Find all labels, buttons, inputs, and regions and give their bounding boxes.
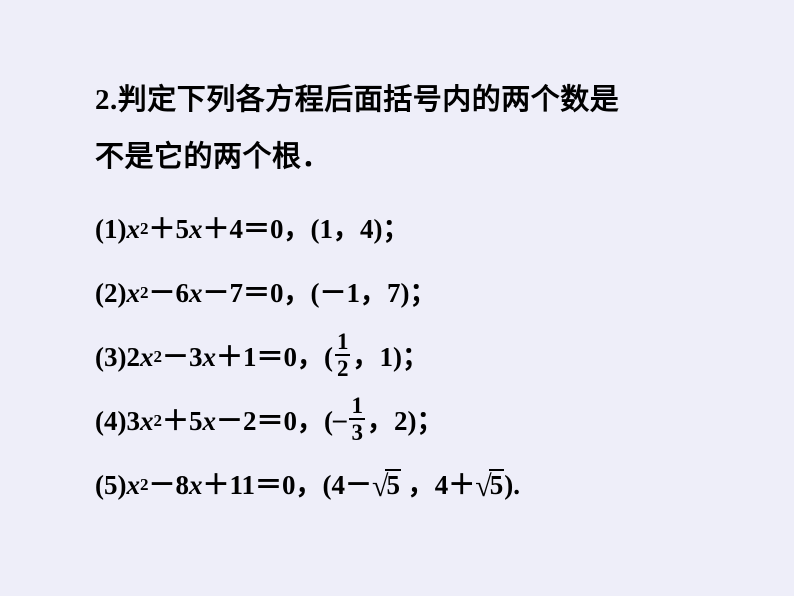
semicolon: ；	[402, 344, 429, 371]
roots-open: (1	[310, 216, 333, 243]
item-4: (4)3x2＋5x－2＝0，( –13，2)；	[95, 399, 715, 443]
op: －	[148, 280, 175, 307]
item-label: (1)	[95, 216, 126, 243]
coef: 2	[243, 408, 257, 435]
op: ＋	[216, 344, 243, 371]
comma: ，	[296, 472, 323, 499]
item-5: (5)x2－8x＋11＝0，(4－√5 ，4＋√5).	[95, 463, 715, 507]
problem-content: 2.判定下列各方程后面括号内的两个数是 不是它的两个根． (1)x2＋5x＋4＝…	[95, 72, 715, 507]
sqrt: √5	[372, 469, 401, 501]
item-label: (2)	[95, 280, 126, 307]
coef: 3	[126, 408, 140, 435]
var-x: x	[189, 216, 203, 243]
roots-close: 1)	[379, 344, 402, 371]
period: .	[513, 472, 520, 499]
fraction: 13	[349, 394, 365, 444]
op: ＋	[202, 472, 229, 499]
problem-number: 2.	[95, 84, 118, 116]
eq: ＝0	[256, 344, 297, 371]
frac-num: 1	[335, 330, 351, 354]
intro-line-1: 2.判定下列各方程后面括号内的两个数是	[95, 72, 715, 129]
eq: ＝0	[255, 472, 296, 499]
op: －	[162, 344, 189, 371]
roots-open: (4－	[323, 472, 373, 499]
coef: 1	[243, 344, 257, 371]
op: ＋	[148, 216, 175, 243]
coef: 7	[229, 280, 243, 307]
frac-den: 3	[349, 418, 365, 444]
item-label: (4)	[95, 408, 126, 435]
var-x: x	[202, 344, 216, 371]
roots-close: 2)	[394, 408, 417, 435]
roots-open: (	[324, 344, 333, 371]
roots-mid: 4＋	[435, 472, 476, 499]
op: －	[216, 408, 243, 435]
items-list: (1)x2＋5x＋4＝0，(1，4)； (2)x2－6x－7＝0，(－1，7)；…	[95, 207, 715, 507]
intro-line-2: 不是它的两个根．	[95, 129, 715, 186]
frac-num: 1	[349, 394, 365, 418]
item-2: (2)x2－6x－7＝0，(－1，7)；	[95, 271, 715, 315]
var-x: x	[126, 280, 140, 307]
comma: ，	[283, 280, 310, 307]
sqrt: √5	[475, 469, 504, 501]
var-x: x	[126, 216, 140, 243]
item-1: (1)x2＋5x＋4＝0，(1，4)；	[95, 207, 715, 251]
var-x: x	[189, 472, 203, 499]
op: －	[202, 280, 229, 307]
coef: 5	[175, 216, 189, 243]
op: －	[148, 472, 175, 499]
semicolon: ；	[382, 216, 409, 243]
coef: 11	[229, 472, 255, 499]
comma: ，	[297, 408, 324, 435]
roots-sep: ，	[333, 216, 360, 243]
roots-open: (－1	[310, 280, 360, 307]
op: ＋	[202, 216, 229, 243]
roots-close: )	[504, 472, 513, 499]
frac-den: 2	[335, 354, 351, 380]
roots-close: 7)	[387, 280, 410, 307]
neg-fraction: –13	[333, 396, 367, 446]
eq: ＝0	[243, 280, 284, 307]
sqrt-symbol: √	[372, 475, 388, 499]
coef: 3	[189, 344, 203, 371]
roots-sep: ，	[367, 408, 394, 435]
var-x: x	[202, 408, 216, 435]
fraction: 12	[335, 330, 351, 380]
neg-sign: –	[333, 406, 347, 433]
coef: 8	[175, 472, 189, 499]
roots-sep: ，	[408, 472, 435, 499]
item-label: (5)	[95, 472, 126, 499]
coef: 4	[229, 216, 243, 243]
sqrt-symbol: √	[475, 475, 491, 499]
comma: ，	[297, 344, 324, 371]
semicolon: ；	[409, 280, 436, 307]
coef: 2	[126, 344, 140, 371]
comma: ，	[283, 216, 310, 243]
eq: ＝0	[256, 408, 297, 435]
item-3: (3)2x2－3x＋1＝0，( 12，1)；	[95, 335, 715, 379]
var-x: x	[189, 280, 203, 307]
intro-text-2: 不是它的两个根．	[95, 141, 331, 173]
roots-open: (	[324, 408, 333, 435]
coef: 5	[189, 408, 203, 435]
coef: 6	[175, 280, 189, 307]
eq: ＝0	[243, 216, 284, 243]
roots-sep: ，	[352, 344, 379, 371]
var-x: x	[126, 472, 140, 499]
var-x: x	[140, 408, 154, 435]
semicolon: ；	[416, 408, 443, 435]
var-x: x	[140, 344, 154, 371]
roots-close: 4)	[360, 216, 383, 243]
intro-text-1: 判定下列各方程后面括号内的两个数是	[118, 84, 620, 116]
op: ＋	[162, 408, 189, 435]
roots-sep: ，	[360, 280, 387, 307]
item-label: (3)	[95, 344, 126, 371]
